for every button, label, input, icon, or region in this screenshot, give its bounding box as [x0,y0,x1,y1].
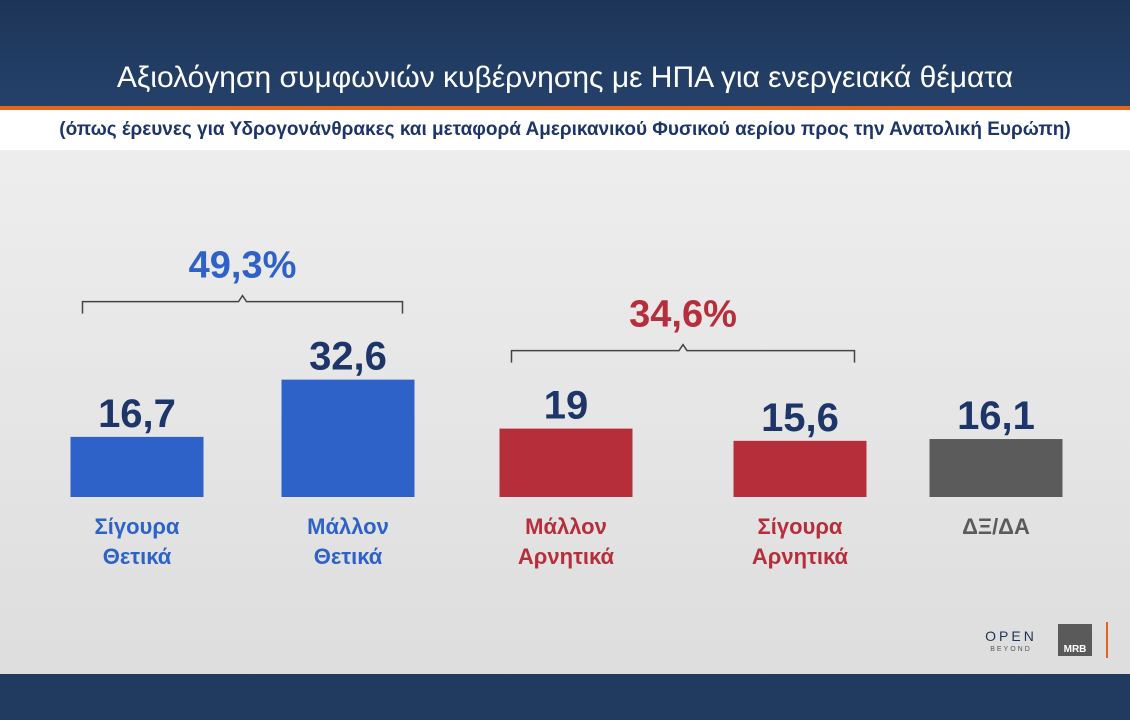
bar [70,436,204,497]
open-logo: OPEN [985,628,1037,644]
group-total-label: 34,6% [629,294,737,336]
category-label: Μάλλον [525,514,607,539]
header-accent-line [0,106,1130,110]
subtitle-bar [0,110,1130,150]
category-label: Αρνητικά [518,544,615,569]
chart-title: Αξιολόγηση συμφωνιών κυβέρνησης με ΗΠΑ γ… [116,61,1014,94]
category-label: ΔΞ/ΔΑ [962,514,1030,539]
data-label: 16,1 [957,394,1035,438]
bar [499,428,633,497]
category-label: Σίγουρα [95,514,180,539]
group-total-label: 49,3% [189,245,297,287]
bar [929,439,1063,497]
category-label: Θετικά [314,544,383,569]
mrb-logo: MRB [1058,624,1092,656]
bar [733,440,867,497]
footer-band [0,674,1130,720]
group-bracket [81,294,404,314]
bar [281,379,415,497]
category-label: Αρνητικά [752,544,849,569]
header-band [0,0,1130,110]
data-label: 15,6 [761,396,839,440]
category-label: Μάλλον [307,514,389,539]
data-label: 32,6 [309,335,387,379]
logo-divider [1106,622,1108,658]
data-label: 16,7 [98,392,176,436]
group-bracket [510,343,856,363]
category-label: Θετικά [103,544,172,569]
chart-subtitle: (όπως έρευνες για Υδρογονάνθρακες και με… [59,119,1071,140]
data-label: 19 [544,384,589,428]
open-logo-tagline: BEYOND [990,646,1032,653]
category-label: Σίγουρα [758,514,843,539]
